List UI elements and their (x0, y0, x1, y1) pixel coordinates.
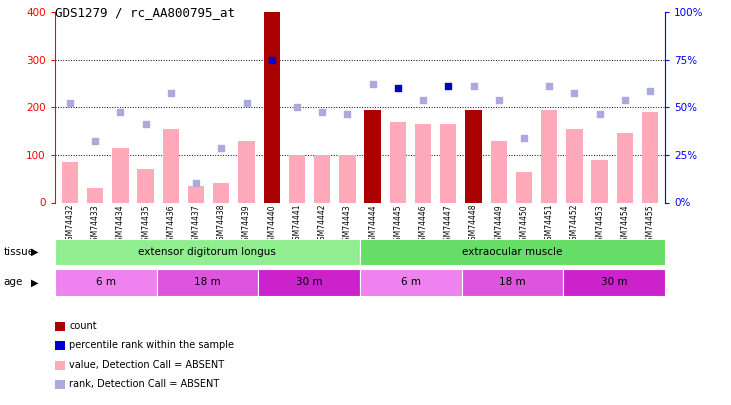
Point (442, 83, 454, 89)
Point (291, 104, 303, 111)
Point (266, 57, 278, 63)
Point (89, 137, 101, 144)
Bar (87, 188, 103, 202)
Bar (440, 124, 456, 202)
Point (115, 109, 126, 115)
Point (569, 90, 580, 96)
Text: percentile rank within the sample: percentile rank within the sample (69, 341, 235, 350)
Point (341, 111, 353, 118)
Bar (163, 129, 179, 202)
Point (240, 99, 252, 106)
Text: GDS1279 / rc_AA800795_at: GDS1279 / rc_AA800795_at (55, 6, 235, 19)
Point (493, 97, 504, 103)
Point (140, 121, 151, 127)
Point (619, 97, 631, 103)
Text: ▶: ▶ (31, 247, 38, 257)
Point (417, 97, 429, 103)
Text: 6 m: 6 m (401, 277, 421, 288)
Bar (365, 110, 381, 202)
Point (392, 85, 404, 92)
Bar (156, 269, 258, 296)
Point (64, 99, 76, 106)
Point (165, 90, 177, 96)
Text: rank, Detection Call = ABSENT: rank, Detection Call = ABSENT (69, 379, 220, 389)
Text: extensor digitorum longus: extensor digitorum longus (138, 247, 276, 257)
Bar (516, 172, 532, 202)
Point (468, 83, 480, 89)
Bar (541, 110, 557, 202)
Text: 30 m: 30 m (601, 277, 628, 288)
Bar (642, 112, 659, 202)
Bar (137, 169, 154, 202)
Bar (289, 155, 305, 202)
Point (543, 83, 555, 89)
Text: 18 m: 18 m (194, 277, 221, 288)
Point (190, 180, 202, 187)
Bar (591, 160, 608, 202)
Text: ▶: ▶ (31, 277, 38, 288)
Text: 30 m: 30 m (296, 277, 322, 288)
Point (317, 109, 328, 115)
Bar (617, 134, 633, 202)
Bar (360, 239, 665, 265)
Bar (360, 269, 462, 296)
Bar (564, 269, 665, 296)
Bar (55, 239, 360, 265)
Text: 6 m: 6 m (96, 277, 115, 288)
Bar (61, 162, 78, 202)
Bar (264, 12, 280, 202)
Text: tissue: tissue (4, 247, 35, 257)
Point (216, 145, 227, 151)
Bar (258, 269, 360, 296)
Bar (188, 186, 204, 202)
Bar (213, 183, 230, 202)
Text: age: age (4, 277, 23, 288)
Bar (466, 110, 482, 202)
Point (518, 135, 530, 141)
Bar (112, 148, 129, 202)
Bar (567, 129, 583, 202)
Bar (491, 141, 507, 202)
Bar (238, 141, 254, 202)
Point (644, 87, 656, 94)
Bar (339, 155, 355, 202)
Text: count: count (69, 321, 97, 331)
Text: 18 m: 18 m (499, 277, 526, 288)
Bar (415, 124, 431, 202)
Bar (55, 269, 156, 296)
Point (594, 111, 605, 118)
Bar (462, 269, 564, 296)
Text: extraocular muscle: extraocular muscle (463, 247, 563, 257)
Bar (314, 155, 330, 202)
Bar (390, 122, 406, 202)
Text: value, Detection Call = ABSENT: value, Detection Call = ABSENT (69, 360, 224, 370)
Point (367, 80, 379, 87)
